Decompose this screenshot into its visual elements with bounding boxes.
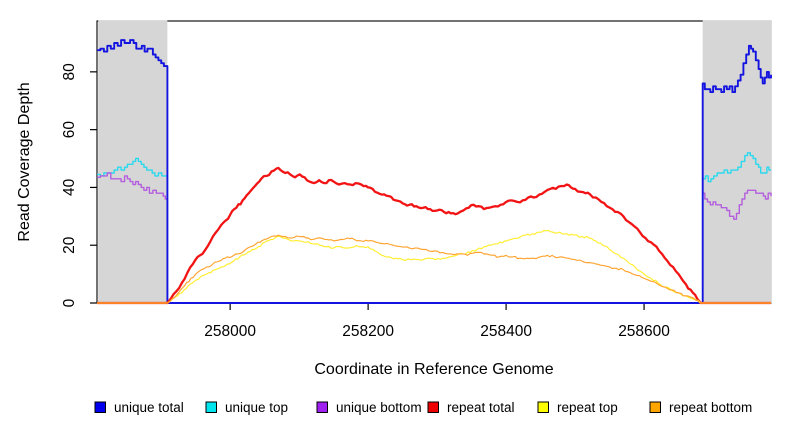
series-line-repeat-total <box>97 166 771 305</box>
plot-border <box>96 20 772 304</box>
legend-item-unique-bottom: unique bottom <box>316 400 422 415</box>
y-tick-label-40: 40 <box>61 178 78 196</box>
legend-swatch-repeat-top <box>537 401 549 413</box>
x-axis-title: Coordinate in Reference Genome <box>314 361 553 378</box>
y-tick-label-80: 80 <box>61 63 78 81</box>
legend-swatch-unique-top <box>205 401 217 413</box>
y-axis-title: Read Coverage Depth <box>16 82 33 241</box>
legend-swatch-unique-total <box>94 401 106 413</box>
series-line-unique-bottom <box>97 172 772 304</box>
shaded-regions <box>98 20 772 304</box>
y-tick-label-0: 0 <box>61 298 78 307</box>
legend-swatch-repeat-bottom <box>649 401 661 413</box>
legend-label-repeat-top: repeat top <box>557 400 618 415</box>
legend-item-repeat-bottom: repeat bottom <box>649 400 752 415</box>
legend: unique total unique top unique bottom re… <box>94 400 752 415</box>
legend-item-repeat-total: repeat total <box>427 400 515 415</box>
x-tick-label-258200: 258200 <box>342 323 394 340</box>
legend-label-repeat-bottom: repeat bottom <box>669 400 752 415</box>
series-line-unique-top <box>97 152 771 304</box>
y-tick-label-60: 60 <box>61 121 78 139</box>
legend-label-unique-total: unique total <box>114 400 184 415</box>
x-tick-label-258400: 258400 <box>480 323 532 340</box>
axis-ticks: 258000 258200 258400 258600 0 20 40 60 80 <box>61 63 670 340</box>
legend-item-unique-top: unique top <box>205 400 288 415</box>
legend-label-repeat-total: repeat total <box>447 400 515 415</box>
legend-item-unique-total: unique total <box>94 400 184 415</box>
legend-label-unique-top: unique top <box>225 400 288 415</box>
series-line-repeat-top <box>97 229 771 304</box>
legend-swatch-unique-bottom <box>316 401 328 413</box>
legend-label-unique-bottom: unique bottom <box>336 400 422 415</box>
x-tick-label-258000: 258000 <box>204 323 256 340</box>
legend-item-repeat-top: repeat top <box>537 400 618 415</box>
legend-swatch-repeat-total <box>427 401 439 413</box>
shaded-region-right <box>702 20 772 304</box>
series-line-unique-total <box>97 39 772 304</box>
series-line-repeat-bottom <box>97 234 771 304</box>
series-lines <box>97 39 772 305</box>
x-tick-label-258600: 258600 <box>618 323 670 340</box>
y-tick-label-20: 20 <box>61 236 78 254</box>
